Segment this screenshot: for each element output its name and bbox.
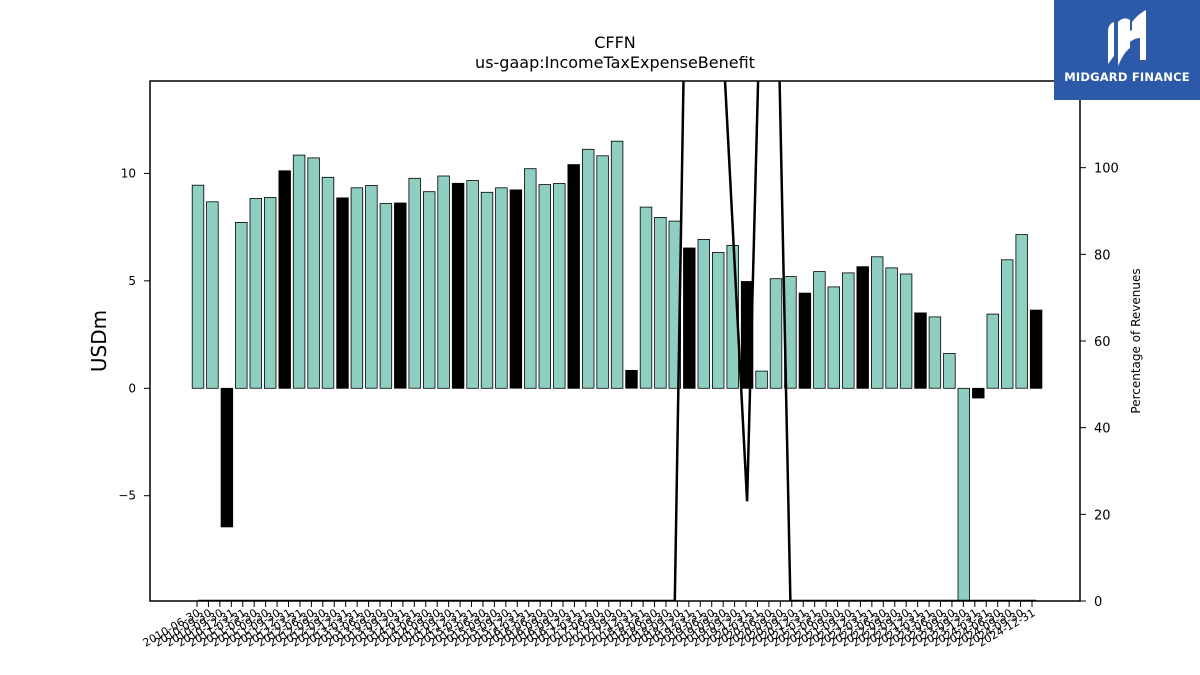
bar (235, 221, 248, 389)
bar (827, 286, 841, 389)
chart-subtitle: us-gaap:IncomeTaxExpenseBenefit (475, 53, 755, 72)
bar (379, 203, 393, 389)
percentage-line (198, 81, 1037, 601)
y2-tick-label: 100 (1094, 162, 1119, 177)
bar (466, 180, 479, 389)
bar (437, 175, 450, 389)
bar (1015, 234, 1028, 389)
bar (365, 184, 378, 389)
bar (191, 184, 205, 389)
bar (639, 206, 653, 389)
bar (1029, 309, 1043, 389)
y-tick-label: 10 (121, 166, 136, 180)
bar (813, 271, 826, 389)
y2-tick-label: 20 (1094, 508, 1111, 523)
bar (524, 168, 537, 389)
bar (885, 267, 898, 389)
bar (957, 387, 971, 602)
bar (582, 148, 595, 389)
bar (625, 369, 638, 389)
bar (943, 353, 956, 389)
brand-name: MIDGARD FINANCE (1064, 70, 1190, 84)
bar (350, 187, 364, 389)
bar (972, 387, 985, 399)
bar (509, 189, 523, 389)
bar (553, 183, 566, 389)
bar (986, 313, 1000, 389)
midgard-logo-icon (1108, 10, 1146, 66)
bar (495, 187, 508, 389)
bar (740, 281, 754, 389)
bar (899, 273, 913, 389)
y-tick-label: −5 (118, 489, 136, 503)
y2-tick-label: 0 (1094, 595, 1102, 610)
bar (220, 387, 234, 528)
bar (336, 197, 349, 389)
bar (263, 197, 277, 389)
y-tick-label: 0 (128, 381, 136, 395)
y2-axis-label: Percentage of Revenues (1129, 268, 1143, 413)
bar (422, 191, 436, 389)
chart-title: CFFN (594, 33, 636, 52)
y2-tick-label: 60 (1094, 335, 1111, 350)
bar (769, 278, 783, 389)
brand-logo: MIDGARD FINANCE (1054, 0, 1200, 100)
bar (654, 216, 667, 389)
bar (451, 182, 465, 389)
bar (480, 191, 494, 389)
percentage-line-series (198, 81, 1037, 601)
bar (307, 157, 320, 389)
bar (1001, 259, 1014, 389)
bar (683, 247, 696, 389)
bar (394, 202, 407, 389)
bar (914, 312, 927, 389)
y2-tick-label: 80 (1094, 248, 1111, 263)
bar (798, 292, 812, 389)
bar (928, 316, 942, 389)
y-axis: −5 0 5 10 (118, 166, 150, 503)
x-axis: 2010-06-302010-09-302010-09-302010-12-31… (141, 601, 1038, 650)
bar (567, 164, 580, 389)
bar (856, 266, 869, 389)
bar (712, 252, 725, 389)
bar (610, 140, 624, 389)
bar (278, 170, 291, 389)
bar (292, 154, 306, 389)
bar (755, 370, 768, 389)
bar (249, 198, 263, 389)
bar (871, 256, 884, 389)
y-axis-label: USDm (87, 310, 111, 372)
y2-tick-label: 40 (1094, 422, 1111, 437)
bar (697, 238, 711, 389)
y-tick-label: 5 (128, 274, 136, 288)
bar (596, 155, 609, 389)
bar (538, 184, 552, 389)
bar-series (191, 140, 1043, 602)
bar (842, 272, 855, 389)
bar (408, 177, 421, 389)
y2-axis: 0 20 40 60 80 100 (1080, 162, 1119, 610)
bar (321, 176, 335, 389)
bar (206, 201, 219, 389)
